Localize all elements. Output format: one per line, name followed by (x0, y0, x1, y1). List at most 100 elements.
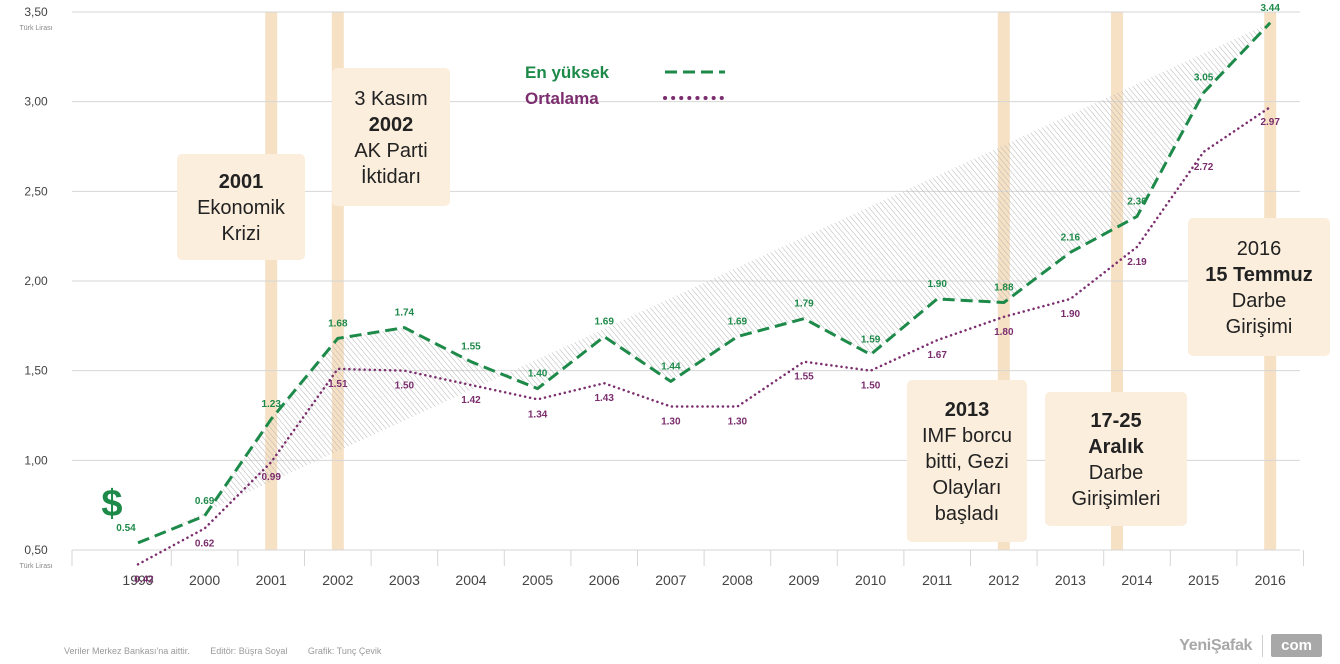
brand-logo: YeniŞafak com (1179, 634, 1322, 657)
annotation-text: Girişimi (1226, 316, 1293, 338)
x-tick-label: 2013 (1055, 572, 1086, 588)
x-tick-label: 2006 (589, 572, 620, 588)
data-label-ortalama: 1.30 (661, 417, 681, 428)
annotation-text: AK Parti (354, 140, 427, 162)
footer-credits: Veriler Merkez Bankası'na aittir. Editör… (64, 646, 399, 656)
data-label-ortalama: 0.62 (195, 538, 215, 549)
data-label-ortalama: 1.55 (794, 372, 814, 383)
annotation-text: 3 Kasım (354, 88, 427, 110)
y-tick-label: 3,00 (24, 95, 48, 109)
x-tick-label: 2008 (722, 572, 753, 588)
data-label-en-yuksek: 2.16 (1061, 232, 1081, 243)
annotation-text: 17-25 (1090, 410, 1141, 432)
data-label-ortalama: 1.34 (528, 409, 548, 420)
annotation-2012: 2013 IMF borcu bitti, Gezi Olayları başladı (907, 380, 1027, 542)
annotation-text: 2013 (945, 399, 990, 421)
x-tick-label: 2004 (455, 572, 486, 588)
annotation-box (1045, 392, 1187, 526)
chart-svg: 0,50 1,00 1,50 2,00 2,50 3,00 3,50 Türk Lirası T… (19, 3, 1330, 588)
x-tick-label: 2012 (988, 572, 1019, 588)
annotation-text: Ekonomik (197, 197, 286, 219)
x-tick-label: 2005 (522, 572, 553, 588)
x-tick-label: 2014 (1121, 572, 1152, 588)
y-unit-label-top: Türk Lirası (19, 25, 52, 32)
data-label-ortalama: 1.30 (728, 417, 748, 428)
annotation-2002: 3 Kasım 2002 AK Parti İktidarı (332, 68, 450, 206)
annotation-text: Olayları (933, 477, 1002, 499)
data-label-en-yuksek: 1.44 (661, 361, 681, 372)
legend: En yüksek Ortalama (525, 63, 727, 108)
data-label-en-yuksek: 1.74 (395, 308, 415, 319)
x-tick-label: 2007 (655, 572, 686, 588)
annotation-text: Krizi (222, 223, 261, 245)
data-label-ortalama: 1.43 (594, 393, 614, 404)
legend-label-ortalama: Ortalama (525, 89, 599, 108)
footer-editor: Editör: Büşra Soyal (210, 646, 288, 656)
y-tick-label: 1,00 (24, 453, 48, 467)
data-label-ortalama: 0.42 (134, 574, 154, 585)
annotation-2016: 2016 15 Temmuz Darbe Girişimi (1188, 218, 1330, 356)
data-label-en-yuksek: 1.90 (927, 279, 947, 290)
data-label-en-yuksek: 3.05 (1194, 73, 1214, 84)
annotation-box (907, 380, 1027, 542)
annotation-text: İktidarı (361, 165, 421, 188)
annotation-text: IMF borcu (922, 425, 1012, 447)
data-label-en-yuksek: 1.79 (794, 299, 814, 310)
x-tick-label: 2002 (322, 572, 353, 588)
data-label-ortalama: 1.51 (328, 379, 348, 390)
data-label-en-yuksek: 1.88 (994, 283, 1014, 294)
annotation-text: başladı (935, 503, 1000, 525)
annotation-text: Girişimleri (1072, 488, 1161, 510)
legend-label-en-yuksek: En yüksek (525, 63, 610, 82)
annotation-text: 2016 (1237, 238, 1282, 260)
annotation-text: 2002 (369, 114, 414, 136)
footer-graphic: Grafik: Tunç Çevik (307, 646, 382, 656)
brand-suffix: com (1271, 634, 1322, 657)
brand-divider (1262, 634, 1264, 657)
annotation-box (1188, 218, 1330, 356)
annotation-text: Aralık (1088, 436, 1144, 458)
data-label-ortalama: 1.80 (994, 327, 1014, 338)
footer-source: Veriler Merkez Bankası'na aittir. (64, 646, 190, 656)
x-tick-label: 2016 (1255, 572, 1286, 588)
annotation-text: 15 Temmuz (1205, 264, 1312, 286)
y-unit-label-bottom: Türk Lirası (19, 563, 52, 570)
annotation-text: Darbe (1232, 290, 1286, 312)
annotation-text: bitti, Gezi (925, 451, 1008, 473)
data-label-ortalama: 1.42 (461, 395, 481, 406)
data-label-en-yuksek: 1.59 (861, 335, 881, 346)
data-label-en-yuksek: 1.69 (728, 317, 748, 328)
annotation-box (177, 154, 305, 260)
data-label-en-yuksek: 1.55 (461, 342, 481, 353)
data-label-en-yuksek: 2.36 (1127, 196, 1147, 207)
data-label-en-yuksek: 0.54 (116, 523, 136, 534)
data-label-en-yuksek: 1.68 (328, 318, 348, 329)
dollar-icon: $ (101, 483, 122, 525)
y-tick-label: 0,50 (24, 543, 48, 557)
data-label-en-yuksek: 1.69 (594, 317, 614, 328)
data-label-ortalama: 2.19 (1127, 257, 1147, 268)
annotation-2001: 2001 Ekonomik Krizi (177, 154, 305, 260)
series-line-ortalama (136, 105, 1272, 566)
y-tick-label: 3,50 (24, 5, 48, 19)
x-tick-label: 2001 (256, 572, 287, 588)
x-tick-label: 2015 (1188, 572, 1219, 588)
x-tick-label: 2009 (788, 572, 819, 588)
y-tick-label: 2,00 (24, 274, 48, 288)
data-label-en-yuksek: 1.40 (528, 369, 548, 380)
x-tick-label: 2003 (389, 572, 420, 588)
data-label-ortalama: 0.99 (261, 472, 281, 483)
annotation-text: 2001 (219, 171, 264, 193)
data-label-ortalama: 1.67 (927, 350, 947, 361)
y-tick-label: 1,50 (24, 364, 48, 378)
data-label-en-yuksek: 3.44 (1260, 3, 1280, 14)
data-label-ortalama: 1.90 (1061, 309, 1081, 320)
y-tick-label: 2,50 (24, 184, 48, 198)
x-tick-label: 2011 (922, 572, 952, 588)
data-label-en-yuksek: 1.23 (261, 399, 281, 410)
annotation-2014: 17-25 Aralık Darbe Girişimleri (1045, 392, 1187, 526)
annotation-box (332, 68, 450, 206)
annotation-text: Darbe (1089, 462, 1143, 484)
brand-name: YeniŞafak (1179, 636, 1253, 654)
data-label-ortalama: 1.50 (861, 381, 881, 392)
